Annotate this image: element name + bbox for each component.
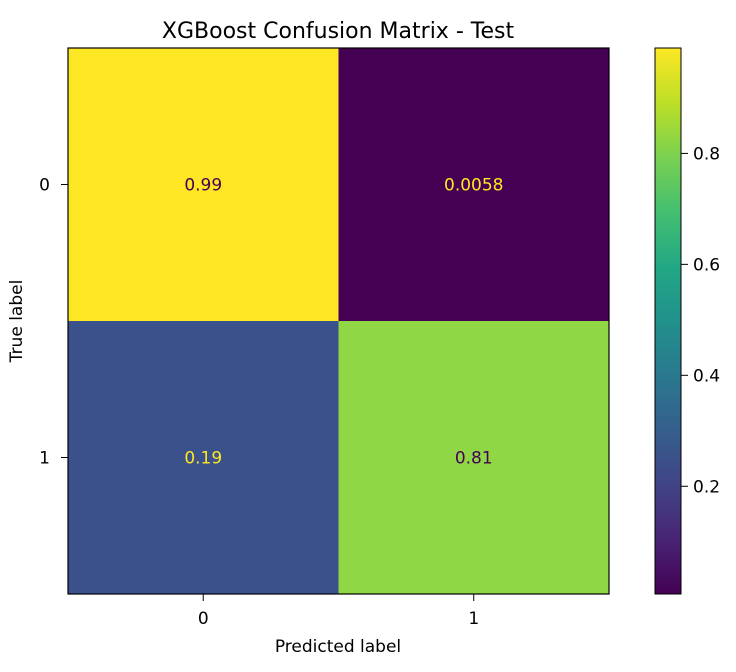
matrix-cell-1-0 bbox=[68, 321, 339, 594]
y-tick-label: 1 bbox=[39, 449, 50, 469]
y-axis-ticks: 01 bbox=[39, 176, 68, 469]
x-tick-label: 0 bbox=[198, 609, 209, 629]
colorbar: 0.2 0.4 0.6 0.8 bbox=[654, 47, 720, 595]
matrix-frame bbox=[67, 47, 610, 595]
y-axis-label: True label bbox=[7, 280, 27, 364]
colorbar-tick-label: 0.8 bbox=[693, 144, 720, 164]
colorbar-ticks: 0.2 0.4 0.6 0.8 bbox=[681, 144, 720, 497]
cell-value-label: 0.81 bbox=[455, 449, 493, 469]
colorbar-tick-label: 0.4 bbox=[693, 366, 720, 386]
chart-title: XGBoost Confusion Matrix - Test bbox=[162, 19, 515, 44]
matrix-cell-labels: 0.99 0.0058 0.19 0.81 bbox=[184, 176, 503, 469]
matrix-cells bbox=[68, 48, 609, 594]
x-tick-label: 1 bbox=[468, 609, 479, 629]
cell-value-label: 0.99 bbox=[184, 176, 222, 196]
matrix-cell-0-1 bbox=[338, 48, 609, 321]
y-tick-label: 0 bbox=[39, 176, 50, 196]
colorbar-tick-label: 0.2 bbox=[693, 477, 720, 497]
matrix-cell-1-1 bbox=[338, 321, 609, 594]
x-axis-label: Predicted label bbox=[275, 637, 401, 657]
colorbar-gradient bbox=[654, 47, 682, 595]
colorbar-tick-label: 0.6 bbox=[693, 255, 720, 275]
matrix-cell-0-0 bbox=[68, 48, 339, 321]
cell-value-label: 0.19 bbox=[184, 449, 222, 469]
cell-value-label: 0.0058 bbox=[444, 176, 503, 196]
